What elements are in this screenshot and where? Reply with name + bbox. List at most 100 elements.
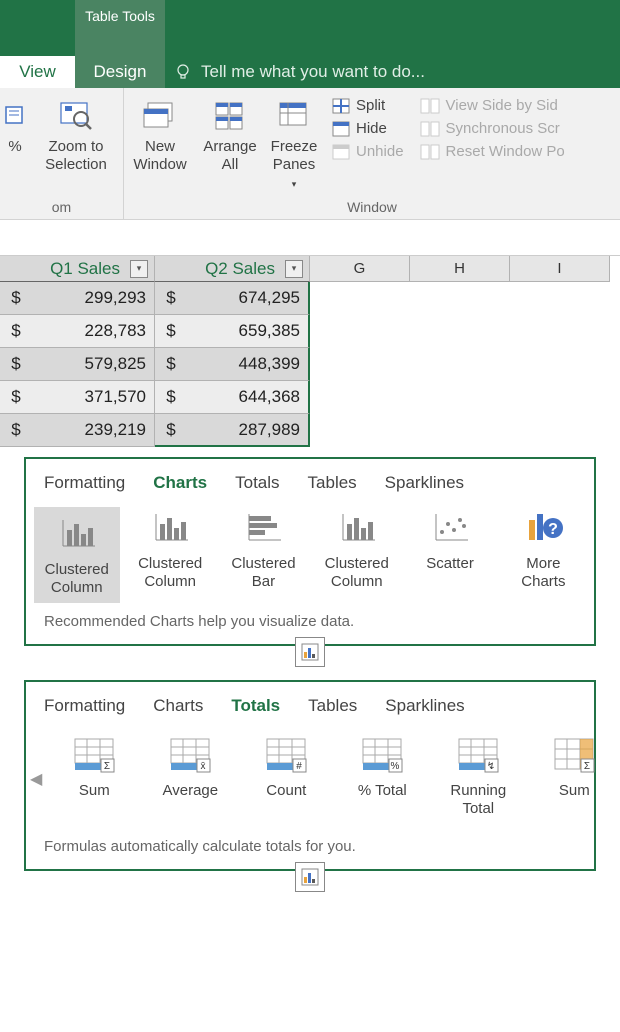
table-row[interactable]: $371,570$644,368 bbox=[0, 381, 620, 414]
qa-option-label: More Charts bbox=[521, 555, 565, 591]
titlebar: Table Tools bbox=[0, 0, 620, 56]
zoom-pct-button[interactable]: % bbox=[0, 92, 30, 160]
nav-prev[interactable]: ◀ bbox=[30, 769, 42, 789]
quick-analysis-totals: Formatting Charts Totals Tables Sparklin… bbox=[24, 680, 596, 871]
qa-option-label: Clustered Column bbox=[325, 555, 389, 591]
table-row[interactable]: $299,293$674,295 bbox=[0, 282, 620, 315]
view-side-by-side-button: View Side by Sid bbox=[416, 94, 569, 117]
more-charts-icon: ? bbox=[523, 507, 563, 549]
split-label: Split bbox=[356, 97, 385, 114]
qa-option-label: Clustered Column bbox=[45, 561, 109, 597]
tab-design[interactable]: Design bbox=[75, 56, 165, 88]
qa-option-sum[interactable]: ΣSum bbox=[50, 734, 138, 800]
qa-tab-tables[interactable]: Tables bbox=[308, 696, 357, 716]
unhide-label: Unhide bbox=[356, 143, 404, 160]
qa-tab-charts[interactable]: Charts bbox=[153, 473, 207, 493]
qa-option-more-charts[interactable]: ? More Charts bbox=[501, 507, 586, 591]
svg-text:x̄: x̄ bbox=[201, 761, 206, 772]
split-button[interactable]: Split bbox=[328, 94, 408, 117]
qa-option-label: Running Total bbox=[450, 782, 506, 818]
qa-option-scatter[interactable]: Scatter bbox=[407, 507, 492, 573]
qa-option-col-chart[interactable]: Clustered Column bbox=[314, 507, 399, 591]
qa-tab-formatting[interactable]: Formatting bbox=[44, 473, 125, 493]
qa-tab-sparklines[interactable]: Sparklines bbox=[385, 696, 464, 716]
tell-me-search[interactable]: Tell me what you want to do... bbox=[165, 56, 425, 88]
quick-analysis-button[interactable] bbox=[295, 862, 325, 892]
sync-scroll-button: Synchronous Scr bbox=[416, 117, 569, 140]
qa-tab-totals[interactable]: Totals bbox=[235, 473, 279, 493]
zoom-pct-label: % bbox=[8, 138, 21, 156]
col-chart-icon bbox=[150, 507, 190, 549]
filter-button[interactable]: ▾ bbox=[130, 260, 148, 278]
col-header-i[interactable]: I bbox=[510, 256, 610, 282]
sync-scroll-icon bbox=[420, 121, 440, 137]
col-chart-icon bbox=[57, 513, 97, 555]
qa-option-label: % Total bbox=[358, 782, 407, 800]
window-group-label: Window bbox=[124, 199, 620, 219]
col-header-h[interactable]: H bbox=[410, 256, 510, 282]
col-header-q1[interactable]: Q1 Sales ▾ bbox=[0, 256, 155, 282]
quick-analysis-charts: Formatting Charts Totals Tables Sparklin… bbox=[24, 457, 596, 646]
new-window-label: New Window bbox=[133, 138, 186, 174]
svg-text:Σ: Σ bbox=[584, 761, 590, 772]
col-header-g[interactable]: G bbox=[310, 256, 410, 282]
quick-analysis-button[interactable] bbox=[295, 637, 325, 667]
col-header-q2-label: Q2 Sales bbox=[205, 259, 275, 279]
worksheet[interactable]: Q1 Sales ▾ Q2 Sales ▾ G H I $299,293$674… bbox=[0, 256, 620, 447]
hide-label: Hide bbox=[356, 120, 387, 137]
sum-icon: Σ bbox=[73, 734, 115, 776]
sync-scroll-label: Synchronous Scr bbox=[446, 120, 560, 137]
qa-option-label: Clustered Bar bbox=[231, 555, 295, 591]
column-headers: Q1 Sales ▾ Q2 Sales ▾ G H I bbox=[0, 256, 620, 282]
pct-total-icon: % bbox=[361, 734, 403, 776]
reset-window-icon bbox=[420, 144, 440, 160]
qa-option-bar-chart[interactable]: Clustered Bar bbox=[221, 507, 306, 591]
qa-tab-charts[interactable]: Charts bbox=[153, 696, 203, 716]
qa-option-col-chart[interactable]: Clustered Column bbox=[34, 507, 120, 603]
table-row[interactable]: $228,783$659,385 bbox=[0, 315, 620, 348]
qa-option-count[interactable]: # Count bbox=[242, 734, 330, 800]
reset-window-label: Reset Window Po bbox=[446, 143, 565, 160]
scatter-icon bbox=[430, 507, 470, 549]
qa-tab-totals[interactable]: Totals bbox=[231, 696, 280, 716]
table-tools-label: Table Tools bbox=[75, 0, 165, 56]
qa-option-label: Sum bbox=[559, 782, 590, 800]
qa-tab-sparklines[interactable]: Sparklines bbox=[385, 473, 464, 493]
qa-option-label: Clustered Column bbox=[138, 555, 202, 591]
qa-option-running[interactable]: ↯ Running Total bbox=[434, 734, 522, 818]
split-icon bbox=[332, 98, 350, 114]
qa-option-label: Count bbox=[266, 782, 306, 800]
zoom-to-selection-label: Zoom to Selection bbox=[45, 138, 107, 174]
qa-option-sum-col[interactable]: Σ Sum bbox=[530, 734, 618, 800]
arrange-all-button[interactable]: Arrange All bbox=[196, 92, 264, 178]
qa-option-pct-total[interactable]: % % Total bbox=[338, 734, 426, 800]
tab-view[interactable]: View bbox=[0, 56, 75, 88]
table-row[interactable]: $239,219$287,989 bbox=[0, 414, 620, 447]
unhide-button: Unhide bbox=[328, 140, 408, 163]
svg-text:#: # bbox=[297, 761, 303, 772]
tell-me-label: Tell me what you want to do... bbox=[201, 62, 425, 82]
new-window-button[interactable]: New Window bbox=[124, 92, 196, 178]
freeze-panes-button[interactable]: Freeze Panes ▾ bbox=[264, 92, 324, 196]
qa-option-label: Scatter bbox=[426, 555, 474, 573]
reset-window-button: Reset Window Po bbox=[416, 140, 569, 163]
qa-option-average[interactable]: x̄Average bbox=[146, 734, 234, 800]
bar-chart-icon bbox=[243, 507, 283, 549]
count-icon: # bbox=[265, 734, 307, 776]
table-row[interactable]: $579,825$448,399 bbox=[0, 348, 620, 381]
col-header-q1-label: Q1 Sales bbox=[50, 259, 120, 279]
sum-col-icon: Σ bbox=[553, 734, 595, 776]
hide-button[interactable]: Hide bbox=[328, 117, 408, 140]
svg-text:↯: ↯ bbox=[487, 761, 495, 772]
hide-icon bbox=[332, 121, 350, 137]
col-chart-icon bbox=[337, 507, 377, 549]
qa-tab-formatting[interactable]: Formatting bbox=[44, 696, 125, 716]
view-side-label: View Side by Sid bbox=[446, 97, 558, 114]
qa-tab-tables[interactable]: Tables bbox=[308, 473, 357, 493]
formula-bar[interactable] bbox=[0, 220, 620, 256]
filter-button[interactable]: ▾ bbox=[285, 260, 303, 278]
svg-text:%: % bbox=[391, 761, 400, 772]
col-header-q2[interactable]: Q2 Sales ▾ bbox=[155, 256, 310, 282]
qa-option-col-chart[interactable]: Clustered Column bbox=[128, 507, 213, 591]
zoom-to-selection-button[interactable]: Zoom to Selection bbox=[30, 92, 122, 178]
